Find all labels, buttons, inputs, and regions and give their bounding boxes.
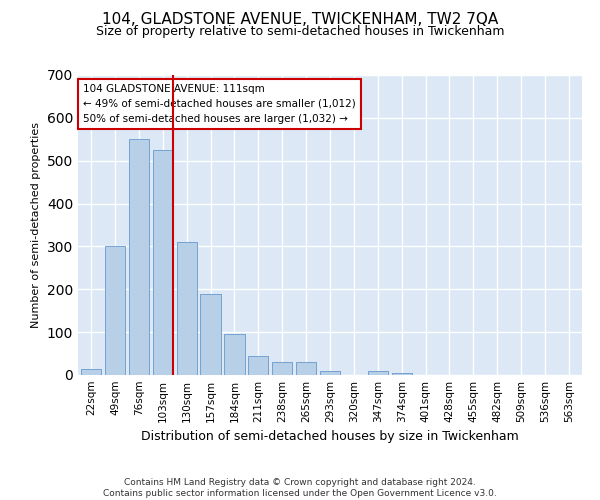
Bar — [296, 362, 316, 375]
Text: Size of property relative to semi-detached houses in Twickenham: Size of property relative to semi-detach… — [96, 25, 504, 38]
Bar — [105, 246, 125, 375]
Y-axis label: Number of semi-detached properties: Number of semi-detached properties — [31, 122, 41, 328]
Bar — [224, 334, 245, 375]
Bar — [272, 362, 292, 375]
Bar — [368, 370, 388, 375]
Bar — [320, 370, 340, 375]
Bar — [392, 373, 412, 375]
Bar — [129, 140, 149, 375]
X-axis label: Distribution of semi-detached houses by size in Twickenham: Distribution of semi-detached houses by … — [141, 430, 519, 444]
Bar — [152, 150, 173, 375]
Bar — [81, 368, 101, 375]
Bar — [200, 294, 221, 375]
Bar — [248, 356, 268, 375]
Bar — [176, 242, 197, 375]
Text: Contains HM Land Registry data © Crown copyright and database right 2024.
Contai: Contains HM Land Registry data © Crown c… — [103, 478, 497, 498]
Text: 104 GLADSTONE AVENUE: 111sqm
← 49% of semi-detached houses are smaller (1,012)
5: 104 GLADSTONE AVENUE: 111sqm ← 49% of se… — [83, 84, 356, 124]
Text: 104, GLADSTONE AVENUE, TWICKENHAM, TW2 7QA: 104, GLADSTONE AVENUE, TWICKENHAM, TW2 7… — [102, 12, 498, 28]
